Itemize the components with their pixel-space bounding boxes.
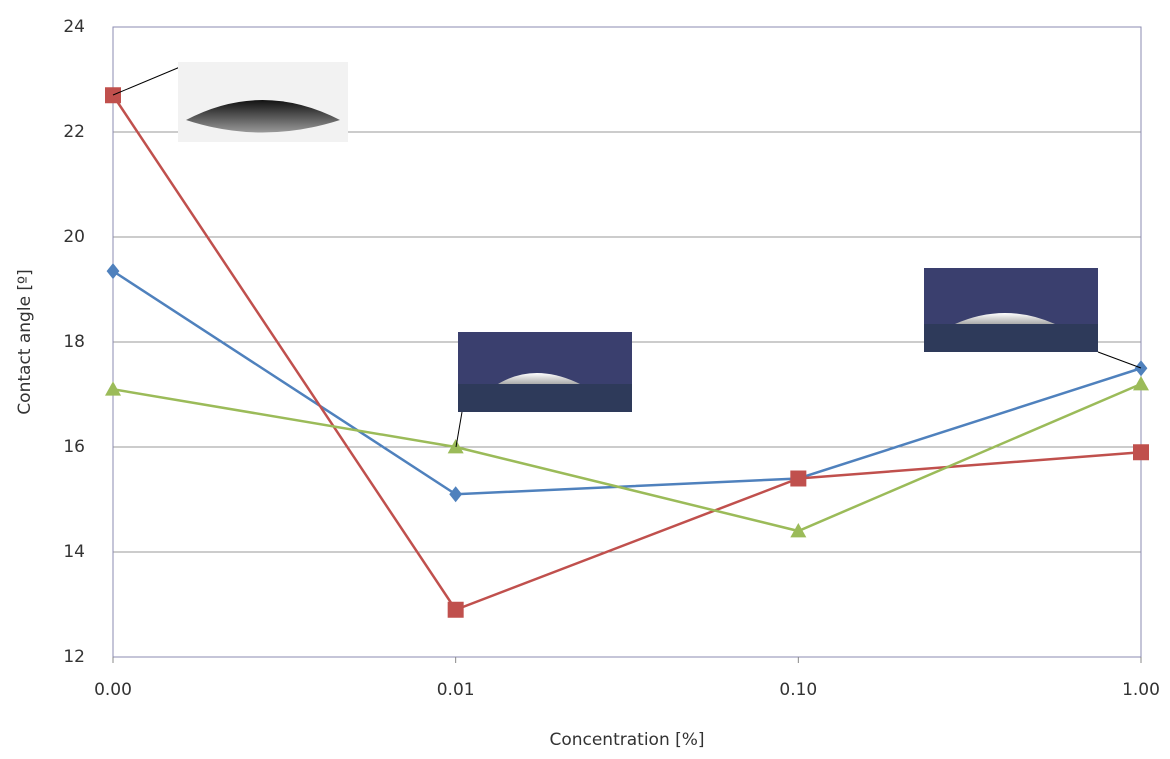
marker xyxy=(1133,444,1149,461)
marker xyxy=(106,263,120,280)
y-tick-label: 22 xyxy=(63,122,85,142)
x-axis-title: Concentration [%] xyxy=(549,730,704,750)
marker xyxy=(1134,360,1148,377)
marker xyxy=(790,523,807,538)
marker xyxy=(790,470,807,487)
y-axis-title: Contact angle [º] xyxy=(15,269,35,414)
x-tick-label: 0.00 xyxy=(94,680,132,700)
y-tick-label: 18 xyxy=(63,332,85,352)
y-tick-label: 20 xyxy=(63,227,85,247)
series-line xyxy=(112,382,1142,533)
x-tick-label: 0.01 xyxy=(437,680,475,700)
series-line xyxy=(111,94,1142,612)
marker xyxy=(105,381,121,396)
y-tick-label: 24 xyxy=(63,17,85,37)
marker xyxy=(449,486,463,503)
marker xyxy=(1133,376,1149,391)
x-tick-label: 0.10 xyxy=(779,680,817,700)
series-line xyxy=(112,270,1142,496)
y-tick-label: 14 xyxy=(63,542,85,562)
inset-images xyxy=(112,62,1142,448)
marker xyxy=(447,601,464,618)
y-tick-label: 16 xyxy=(63,437,85,457)
x-tick-label: 1.00 xyxy=(1122,680,1160,700)
y-tick-label: 12 xyxy=(63,647,85,667)
marker xyxy=(105,87,121,104)
plot-border xyxy=(112,26,1142,658)
